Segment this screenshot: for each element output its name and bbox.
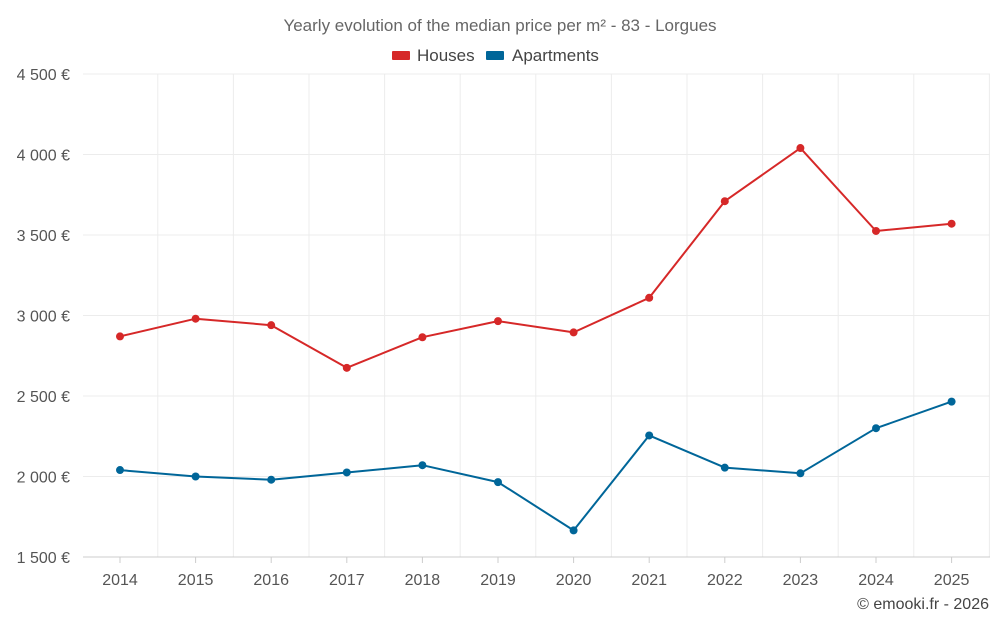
y-tick-label: 3 000 € bbox=[17, 309, 70, 326]
data-point-houses[interactable] bbox=[191, 314, 200, 323]
data-point-apartments[interactable] bbox=[872, 424, 880, 433]
data-point-houses[interactable] bbox=[720, 197, 729, 206]
x-tick-label: 2017 bbox=[329, 572, 365, 589]
x-tick-label: 2014 bbox=[102, 572, 138, 589]
x-tick-label: 2016 bbox=[253, 572, 289, 589]
y-tick-label: 4 000 € bbox=[17, 148, 70, 165]
series-layer bbox=[116, 144, 956, 535]
data-point-houses[interactable] bbox=[947, 219, 956, 228]
x-tick-label: 2018 bbox=[405, 572, 441, 589]
data-point-houses[interactable] bbox=[796, 144, 805, 153]
data-point-houses[interactable] bbox=[645, 293, 654, 302]
y-tick-label: 4 500 € bbox=[17, 67, 70, 84]
x-tick-label: 2021 bbox=[631, 572, 667, 589]
series-line-houses bbox=[119, 147, 953, 369]
x-tick-label: 2022 bbox=[707, 572, 743, 589]
data-point-houses[interactable] bbox=[116, 332, 124, 341]
y-tick-label: 2 500 € bbox=[17, 389, 70, 406]
data-point-apartments[interactable] bbox=[947, 397, 956, 406]
chart-title: Yearly evolution of the median price per… bbox=[283, 16, 716, 35]
data-point-houses[interactable] bbox=[342, 363, 351, 372]
x-tick-label: 2019 bbox=[480, 572, 516, 589]
x-tick-label: 2015 bbox=[178, 572, 214, 589]
data-point-apartments[interactable] bbox=[720, 463, 729, 472]
data-point-houses[interactable] bbox=[267, 321, 276, 330]
legend-swatch-apartments bbox=[486, 51, 504, 60]
legend-label-apartments[interactable]: Apartments bbox=[512, 46, 599, 65]
x-tick-label: 2024 bbox=[858, 572, 894, 589]
data-point-apartments[interactable] bbox=[645, 431, 654, 440]
y-tick-label: 1 500 € bbox=[17, 550, 70, 567]
data-point-apartments[interactable] bbox=[796, 469, 805, 478]
x-tick-label: 2020 bbox=[556, 572, 592, 589]
data-point-apartments[interactable] bbox=[191, 472, 200, 481]
data-point-apartments[interactable] bbox=[116, 466, 124, 475]
legend: Houses Apartments bbox=[392, 46, 599, 65]
legend-swatch-houses bbox=[392, 51, 410, 60]
credit-text: © emooki.fr - 2026 bbox=[857, 596, 989, 613]
y-tick-label: 2 000 € bbox=[17, 470, 70, 487]
data-point-houses[interactable] bbox=[872, 226, 880, 235]
data-point-apartments[interactable] bbox=[494, 478, 502, 487]
x-axis-ticks: 2014 2015 2016 2017 2018 2019 2020 2021 2022 2023… bbox=[102, 557, 969, 589]
data-point-apartments[interactable] bbox=[569, 526, 578, 535]
x-tick-label: 2023 bbox=[783, 572, 819, 589]
y-axis-ticks: 1 500 € 2 000 € 2 500 € 3 000 € 3 500 € 4 000… bbox=[17, 67, 70, 567]
data-point-apartments[interactable] bbox=[418, 461, 427, 470]
data-point-houses[interactable] bbox=[418, 333, 427, 342]
x-tick-label: 2025 bbox=[934, 572, 970, 589]
legend-label-houses[interactable]: Houses bbox=[417, 46, 475, 65]
data-point-apartments[interactable] bbox=[267, 475, 276, 484]
data-point-houses[interactable] bbox=[569, 328, 578, 337]
y-tick-label: 3 500 € bbox=[17, 228, 70, 245]
y-gridlines bbox=[83, 73, 990, 477]
data-point-apartments[interactable] bbox=[342, 468, 351, 477]
data-point-houses[interactable] bbox=[494, 317, 502, 326]
series-line-apartments bbox=[119, 400, 953, 532]
